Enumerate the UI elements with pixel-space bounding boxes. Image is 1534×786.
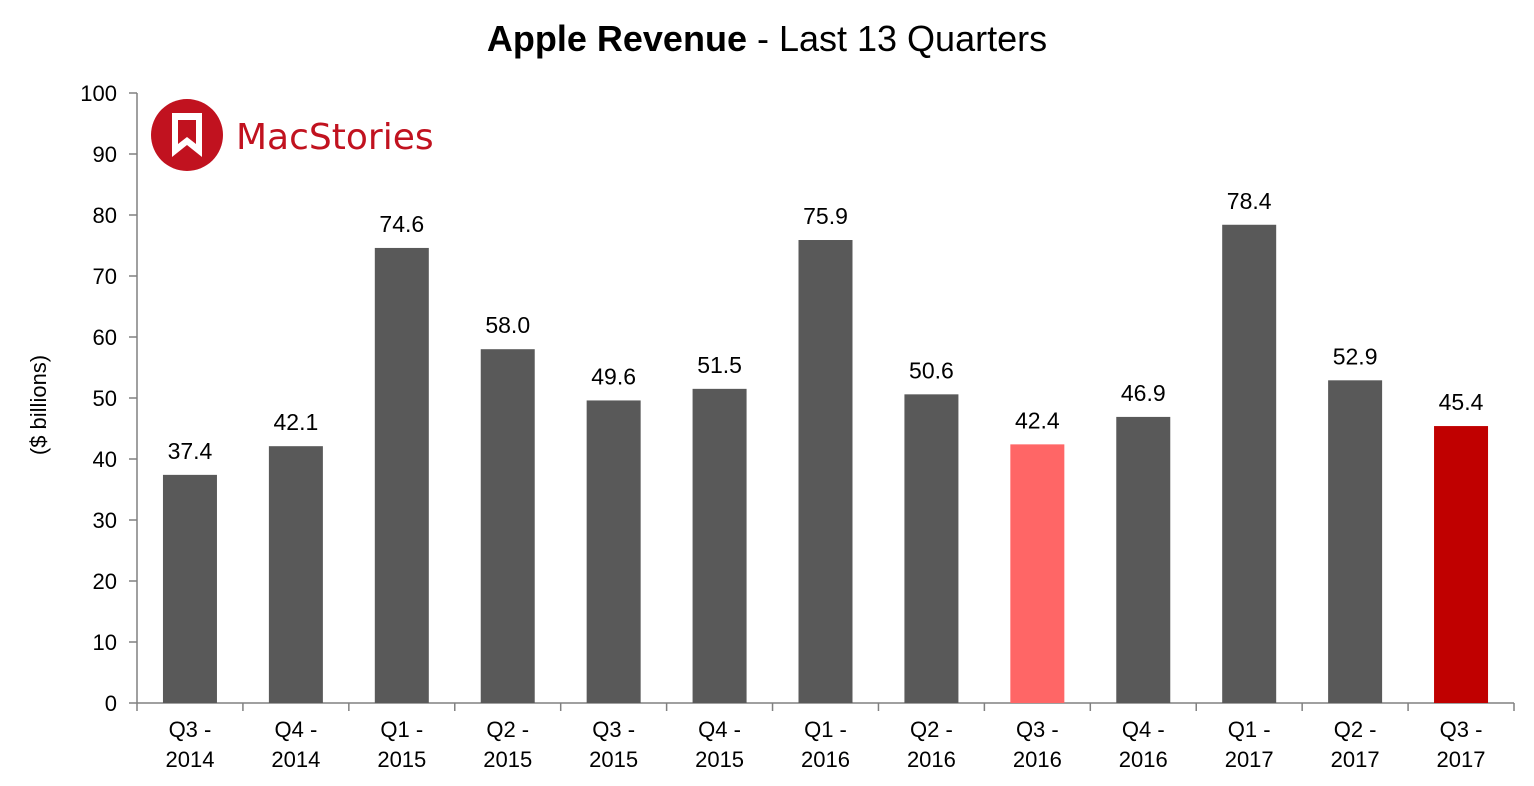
bar [162,474,217,703]
bar [586,400,641,703]
bar [1434,426,1489,703]
y-tick-label: 70 [93,264,117,289]
bar [1010,444,1065,703]
x-tick-label-year: 2016 [1119,747,1168,772]
x-tick-label: Q1 - [804,717,847,742]
y-tick-label: 80 [93,203,117,228]
data-label: 46.9 [1121,380,1166,406]
data-label: 74.6 [379,211,424,237]
chart-title: Apple Revenue - Last 13 Quarters [0,18,1534,60]
data-label: 45.4 [1439,389,1484,415]
data-label: 78.4 [1227,188,1272,214]
x-tick-label-year: 2015 [377,747,426,772]
bar [268,446,323,703]
x-tick-label: Q4 - [698,717,741,742]
bar [798,240,853,703]
bar [374,247,429,703]
bar [904,394,959,703]
bar [1328,380,1383,703]
macstories-logo: MacStories [151,99,434,171]
x-tick-label-year: 2015 [695,747,744,772]
x-tick-label-year: 2015 [483,747,532,772]
bars [162,224,1489,703]
data-label: 50.6 [909,357,954,383]
data-labels: 37.4 42.1 74.6 58.0 49.6 51.5 75.9 50.6 42.4 46.9… [168,188,1484,464]
x-tick-label-year: 2014 [271,747,320,772]
x-tick-label-year: 2016 [801,747,850,772]
bookmark-inner [178,120,196,144]
x-tick-label: Q3 - [592,717,635,742]
logo-text: MacStories [236,117,434,158]
x-tick-label: Q3 - [1016,717,1059,742]
x-tick-label: Q2 - [1334,717,1377,742]
y-tick-label: 60 [93,325,117,350]
bar [1116,416,1171,703]
x-tick-label: Q1 - [380,717,423,742]
data-label: 42.1 [274,409,319,435]
y-tick-label: 90 [93,142,117,167]
y-tick-label: 30 [93,508,117,533]
data-label: 42.4 [1015,407,1060,433]
bar [480,349,535,703]
x-tick-label: Q2 - [486,717,529,742]
y-tick-label: 40 [93,447,117,472]
x-tick-label-year: 2014 [165,747,214,772]
x-tick-label: Q3 - [1440,717,1483,742]
x-tick-label-year: 2017 [1331,747,1380,772]
x-tick-label-year: 2015 [589,747,638,772]
data-label: 51.5 [697,352,742,378]
y-tick-label: 0 [105,691,117,716]
y-tick-label: 10 [93,630,117,655]
x-tick-label-year: 2017 [1437,747,1486,772]
data-label: 52.9 [1333,343,1378,369]
y-tick-label: 20 [93,569,117,594]
x-tick-label: Q1 - [1228,717,1271,742]
x-tick-label: Q2 - [910,717,953,742]
x-tick-label: Q4 - [274,717,317,742]
x-tick-label-year: 2016 [1013,747,1062,772]
x-tick-label-year: 2016 [907,747,956,772]
y-tick-label: 100 [80,81,117,106]
data-label: 58.0 [485,312,530,338]
x-tick-label: Q3 - [169,717,212,742]
bar [1222,224,1277,703]
x-tick-label-year: 2017 [1225,747,1274,772]
data-label: 49.6 [591,363,636,389]
y-tick-label: 50 [93,386,117,411]
bar [692,388,747,703]
data-label: 75.9 [803,203,848,229]
chart-title-rest: - Last 13 Quarters [746,18,1048,59]
chart-title-bold: Apple Revenue [486,18,747,59]
x-tick-label: Q4 - [1122,717,1165,742]
y-axis-label: ($ billions) [26,355,51,455]
data-label: 37.4 [168,438,213,464]
